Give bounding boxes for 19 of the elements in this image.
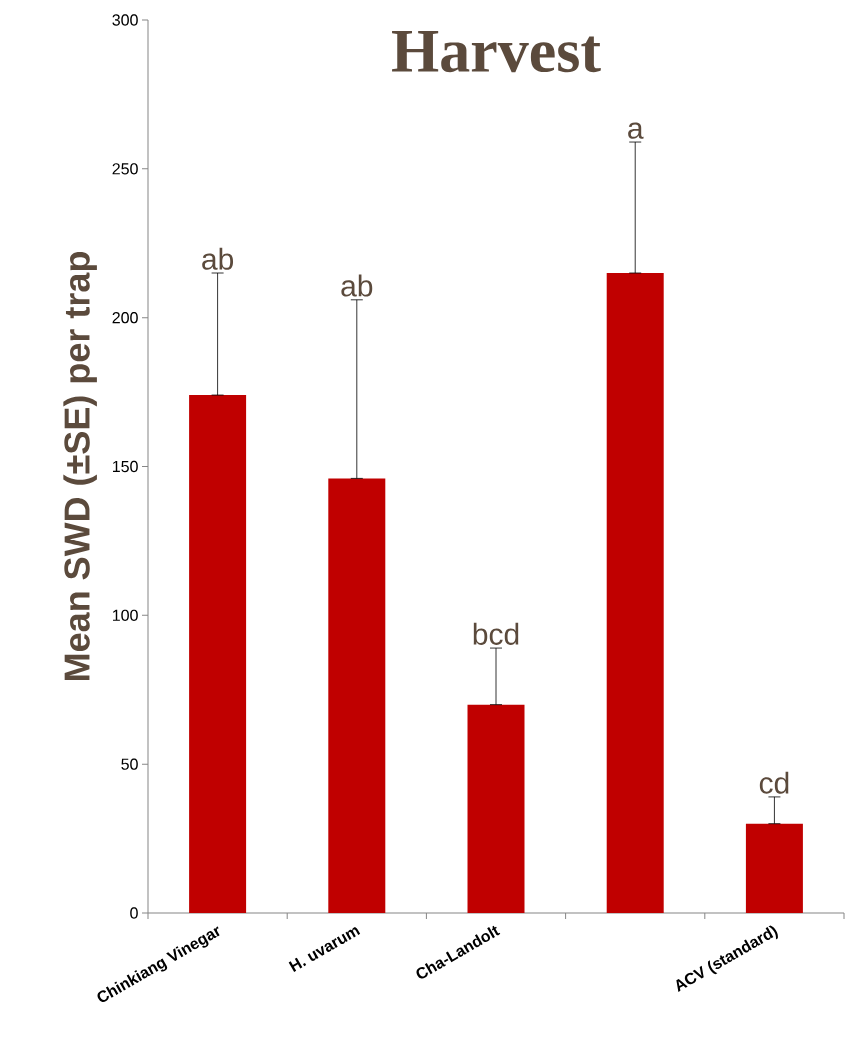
annotation: ab	[341, 274, 373, 297]
annotation: ab	[202, 247, 234, 270]
annotation: bcd	[473, 622, 519, 645]
y-axis-title: Mean SWD (±SE) per trap	[63, 252, 97, 680]
y-tick-label: 0	[130, 907, 138, 919]
bar	[328, 478, 386, 913]
y-tick-label: 300	[112, 14, 138, 26]
y-tick-label: 250	[112, 163, 138, 175]
bar	[745, 823, 803, 913]
chart-title: Harvest	[392, 30, 601, 73]
annotation: cd	[759, 771, 789, 794]
bar	[467, 704, 525, 913]
bar	[189, 395, 247, 913]
annotation: a	[628, 122, 644, 139]
y-tick-label: 100	[112, 609, 138, 621]
y-tick-label: 150	[112, 460, 138, 473]
y-tick-label: 50	[121, 758, 138, 770]
bar	[606, 273, 664, 913]
y-tick-label: 200	[112, 312, 138, 324]
